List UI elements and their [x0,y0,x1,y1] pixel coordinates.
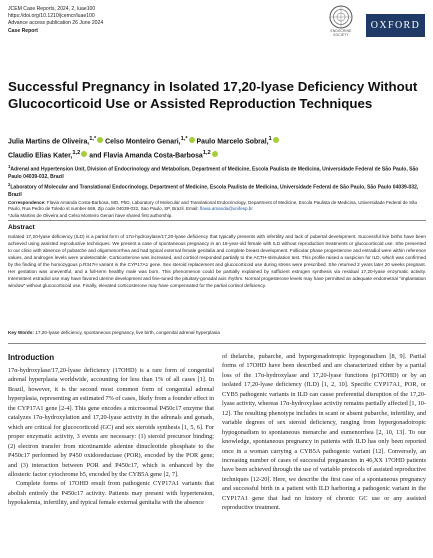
author-superscript: 1,* [180,136,188,142]
author-name[interactable]: Claudio Elias Kater, [8,152,73,160]
body-column-right: of thelarche, pubarche, and hypergonadot… [222,352,426,513]
equal-contribution-note: *Julia Martins de Oliveira and Celso Mon… [8,212,173,218]
advance-access-date: Advance access publication 26 June 2024 [8,20,104,27]
author-list: Julia Martins de Oliveira,1,* Celso Mont… [8,134,426,162]
abstract-text: Isolated 17,20-lyase deficiency (ILD) is… [8,234,426,288]
orcid-icon[interactable] [272,137,279,144]
doi-link[interactable]: https://doi.org/10.1210/jcemcr/luae100 [8,13,95,20]
affiliation-text: Adrenal and Hypertension Unit, Division … [8,166,419,180]
affiliation-superscript: 1 [8,164,11,169]
introduction-heading: Introduction [8,353,55,362]
society-name-line2: SOCIETY [333,32,349,37]
article-type: Case Report [8,27,39,34]
affiliation-superscript: 2 [8,181,11,187]
correspondence-label: Correspondence: [8,200,46,205]
paragraph: 17α-hydroxylase/17,20-lyase deficiency (… [8,367,214,478]
affiliation-text: Laboratory of Molecular and Translationa… [8,184,419,198]
orcid-icon[interactable] [97,137,104,144]
author-superscript: 1,* [89,136,97,142]
orcid-icon[interactable] [81,151,88,158]
keywords-label: Key Words: [8,330,34,335]
affiliations: 1Adrenal and Hypertension Unit, Division… [8,163,426,199]
orcid-icon[interactable] [188,137,195,144]
correspondence-email-link[interactable]: flavia.amanda@unifesp.br [199,206,253,212]
author-superscript: 1,2 [202,149,211,156]
article-title: Successful Pregnancy in Isolated 17,20-l… [8,79,418,112]
divider [8,343,426,344]
orcid-icon[interactable] [211,151,218,158]
journal-citation: JCEM Case Reports, 2024, 2, luae100 [8,6,96,12]
author-name[interactable]: and Flavia Amanda Costa-Barbosa [87,152,203,160]
author-name[interactable]: Celso Monteiro Genari, [103,138,181,146]
affiliation-1: 1Adrenal and Hypertension Unit, Division… [8,163,426,181]
author-name[interactable]: Julia Martins de Oliveira, [8,138,90,146]
endocrine-society-logo: ENDOCRINE SOCIETY [324,4,358,44]
keywords-text: 17,20-lyase deficiency, spontaneous preg… [35,330,220,335]
paragraph: of thelarche, pubarche, and hypergonadot… [222,353,426,512]
author-superscript: 1 [268,136,272,142]
society-name-line1: ENDOCRINE [330,29,352,33]
oxford-logo: OXFORD [366,14,425,37]
author-name[interactable]: Paulo Marcelo Sobral, [194,138,269,146]
correspondence-text: Flavia Amanda Costa-Barbosa, MD, PhD, La… [8,200,418,212]
endocrine-society-emblem-icon [329,5,353,29]
journal-metadata: JCEM Case Reports, 2024, 2, luae100 http… [8,6,103,35]
keywords: Key Words: 17,20-lyase deficiency, spont… [8,330,426,337]
author-superscript: 1,2 [72,149,81,156]
abstract-heading: Abstract [8,224,35,231]
correspondence: Correspondence: Flavia Amanda Costa-Barb… [8,200,426,219]
affiliation-2: 2Laboratory of Molecular and Translation… [8,181,426,199]
divider [8,220,426,221]
paragraph: Complete forms of 17OHD result from path… [8,480,214,507]
body-column-left: 17α-hydroxylase/17,20-lyase deficiency (… [8,366,214,508]
